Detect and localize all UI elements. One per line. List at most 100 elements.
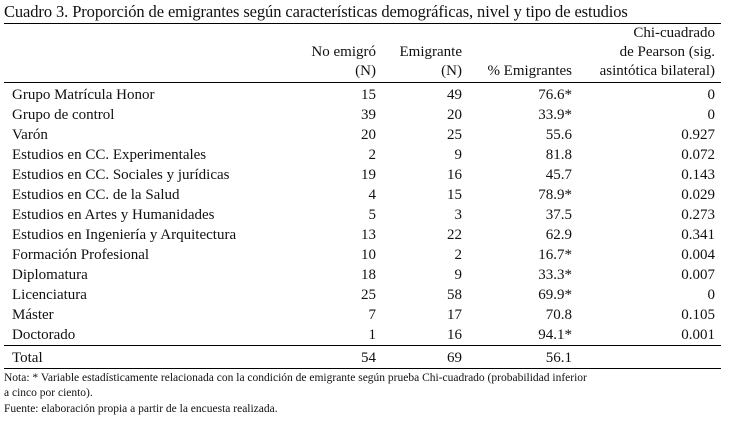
cell-chi: 0.143: [681, 167, 715, 183]
cell-emigrante: 15: [447, 187, 462, 203]
row-label: Varón: [12, 127, 48, 143]
table-row: Licenciatura 25 58 69.9* 0: [0, 285, 729, 305]
row-label: Estudios en Artes y Humanidades: [12, 207, 215, 223]
cell-no-emigro: 15: [361, 87, 376, 103]
cell-no-emigro: 4: [368, 187, 377, 203]
cell-emigrante: 16: [447, 167, 462, 183]
header-no-emigro: No emigró (N): [311, 43, 376, 81]
header-emigrante-line1: Emigrante: [399, 44, 462, 60]
cell-chi: 0.001: [681, 327, 715, 343]
table-row: Diplomatura 18 9 33.3* 0.007: [0, 265, 729, 285]
total-rule: [4, 345, 721, 346]
header-no-emigro-line1: No emigró: [311, 44, 376, 60]
row-label: Grupo Matrícula Honor: [12, 87, 155, 103]
row-label: Formación Profesional: [12, 247, 150, 263]
total-pct: 56.1: [545, 350, 572, 366]
total-row: Total 54 69 56.1: [0, 348, 729, 368]
cell-pct: 55.6: [545, 127, 572, 143]
table-caption: Cuadro 3. Proporción de emigrantes según…: [4, 2, 628, 21]
top-rule: [4, 23, 721, 24]
table-row: Estudios en CC. de la Salud 4 15 78.9* 0.029: [0, 185, 729, 205]
cell-emigrante: 2: [454, 247, 463, 263]
row-label: Máster: [12, 307, 54, 323]
table-row: Varón 20 25 55.6 0.927: [0, 125, 729, 145]
cell-pct: 16.7*: [538, 247, 572, 263]
total-no-emigro: 54: [361, 350, 376, 366]
cell-pct: 33.9*: [538, 107, 572, 123]
cell-pct: 76.6*: [538, 87, 572, 103]
table-row: Estudios en Ingeniería y Arquitectura 13 2…: [0, 225, 729, 245]
cell-no-emigro: 13: [361, 227, 376, 243]
cell-no-emigro: 19: [361, 167, 376, 183]
total-emigrante: 69: [447, 350, 462, 366]
row-label: Doctorado: [12, 327, 76, 343]
cell-emigrante: 17: [447, 307, 462, 323]
header-emigrante-line2: (N): [441, 63, 462, 79]
cell-chi: 0: [707, 87, 716, 103]
cell-emigrante: 20: [447, 107, 462, 123]
cell-pct: 78.9*: [538, 187, 572, 203]
cell-emigrante: 9: [454, 147, 463, 163]
total-label: Total: [12, 350, 43, 366]
header-no-emigro-line2: (N): [355, 63, 376, 79]
row-label: Estudios en CC. de la Salud: [12, 187, 180, 203]
cell-emigrante: 58: [447, 287, 462, 303]
cell-chi: 0: [707, 107, 716, 123]
cell-chi: 0.004: [681, 247, 715, 263]
row-label: Estudios en CC. Sociales y jurídicas: [12, 167, 230, 183]
cell-no-emigro: 1: [368, 327, 377, 343]
cell-chi: 0.105: [681, 307, 715, 323]
cell-no-emigro: 20: [361, 127, 376, 143]
cell-emigrante: 25: [447, 127, 462, 143]
note-line-2: a cinco por ciento).: [4, 387, 93, 399]
table-body: Grupo Matrícula Honor 15 49 76.6* 0 Grupo de…: [0, 85, 729, 345]
cell-no-emigro: 18: [361, 267, 376, 283]
header-chi-line1: Chi-cuadrado: [633, 25, 715, 41]
cell-emigrante: 49: [447, 87, 462, 103]
cell-chi: 0.927: [681, 127, 715, 143]
table-row: Grupo Matrícula Honor 15 49 76.6* 0: [0, 85, 729, 105]
cell-no-emigro: 39: [361, 107, 376, 123]
cell-pct: 62.9: [545, 227, 572, 243]
source-line: Fuente: elaboración propia a partir de l…: [4, 403, 278, 415]
table-row: Máster 7 17 70.8 0.105: [0, 305, 729, 325]
cell-pct: 33.3*: [538, 267, 572, 283]
header-pct-emigrantes: % Emigrantes: [487, 63, 572, 79]
header-emigrante: Emigrante (N): [400, 43, 462, 81]
cell-no-emigro: 5: [368, 207, 377, 223]
table-row: Estudios en Artes y Humanidades 5 3 37.5 0.2…: [0, 205, 729, 225]
cell-emigrante: 9: [454, 267, 463, 283]
cell-chi: 0.029: [681, 187, 715, 203]
cell-chi: 0: [707, 287, 716, 303]
cell-chi: 0.072: [681, 147, 715, 163]
cell-pct: 45.7: [545, 167, 572, 183]
row-label: Estudios en Ingeniería y Arquitectura: [12, 227, 237, 243]
bottom-rule: [4, 368, 721, 369]
cell-no-emigro: 7: [368, 307, 377, 323]
header-rule: [4, 82, 721, 83]
cell-emigrante: 22: [447, 227, 462, 243]
table-row: Estudios en CC. Sociales y jurídicas 19 16…: [0, 165, 729, 185]
cell-no-emigro: 2: [368, 147, 377, 163]
row-label: Estudios en CC. Experimentales: [12, 147, 207, 163]
cell-emigrante: 16: [447, 327, 462, 343]
cell-pct: 69.9*: [538, 287, 572, 303]
cell-chi: 0.273: [681, 207, 715, 223]
cell-emigrante: 3: [454, 207, 463, 223]
header-chi-cuadrado: Chi-cuadrado de Pearson (sig. asintótica…: [600, 24, 715, 81]
cell-pct: 81.8: [545, 147, 572, 163]
cell-pct: 70.8: [545, 307, 572, 323]
row-label: Diplomatura: [12, 267, 88, 283]
table-row: Grupo de control 39 20 33.9* 0: [0, 105, 729, 125]
table-row: Doctorado 1 16 94.1* 0.001: [0, 325, 729, 345]
cell-chi: 0.341: [681, 227, 715, 243]
table-row: Formación Profesional 10 2 16.7* 0.004: [0, 245, 729, 265]
header-chi-line2: de Pearson (sig.: [619, 44, 715, 60]
cell-no-emigro: 25: [361, 287, 376, 303]
row-label: Grupo de control: [12, 107, 115, 123]
cell-no-emigro: 10: [361, 247, 376, 263]
row-label: Licenciatura: [12, 287, 87, 303]
header-chi-line3: asintótica bilateral): [599, 63, 715, 79]
cell-pct: 37.5: [545, 207, 572, 223]
note-line-1: Nota: * Variable estadísticamente relaci…: [4, 372, 587, 384]
